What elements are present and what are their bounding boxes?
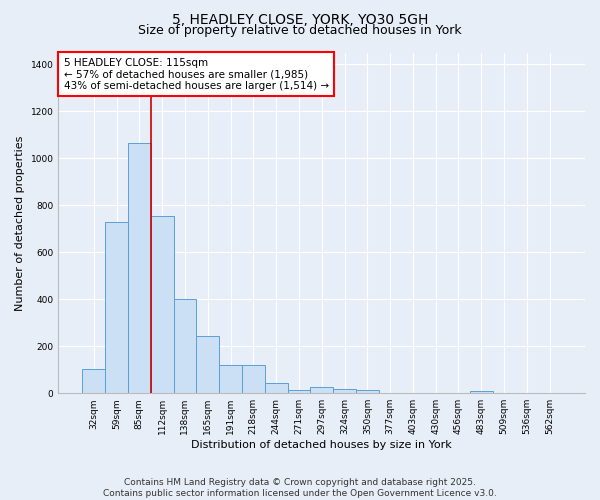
Bar [356, 390, 379, 393]
Bar [196, 336, 219, 393]
Bar [105, 222, 128, 393]
Bar [310, 388, 333, 393]
Text: 5 HEADLEY CLOSE: 115sqm
← 57% of detached houses are smaller (1,985)
43% of semi: 5 HEADLEY CLOSE: 115sqm ← 57% of detache… [64, 58, 329, 91]
Bar [333, 388, 356, 393]
Bar [173, 299, 196, 393]
Bar [219, 365, 242, 393]
Bar [128, 143, 151, 393]
Text: Contains HM Land Registry data © Crown copyright and database right 2025.
Contai: Contains HM Land Registry data © Crown c… [103, 478, 497, 498]
X-axis label: Distribution of detached houses by size in York: Distribution of detached houses by size … [191, 440, 452, 450]
Bar [82, 368, 105, 393]
Bar [287, 390, 310, 393]
Bar [470, 391, 493, 393]
Bar [265, 382, 287, 393]
Bar [242, 365, 265, 393]
Bar [151, 216, 173, 393]
Text: Size of property relative to detached houses in York: Size of property relative to detached ho… [138, 24, 462, 37]
Y-axis label: Number of detached properties: Number of detached properties [15, 135, 25, 310]
Text: 5, HEADLEY CLOSE, YORK, YO30 5GH: 5, HEADLEY CLOSE, YORK, YO30 5GH [172, 12, 428, 26]
